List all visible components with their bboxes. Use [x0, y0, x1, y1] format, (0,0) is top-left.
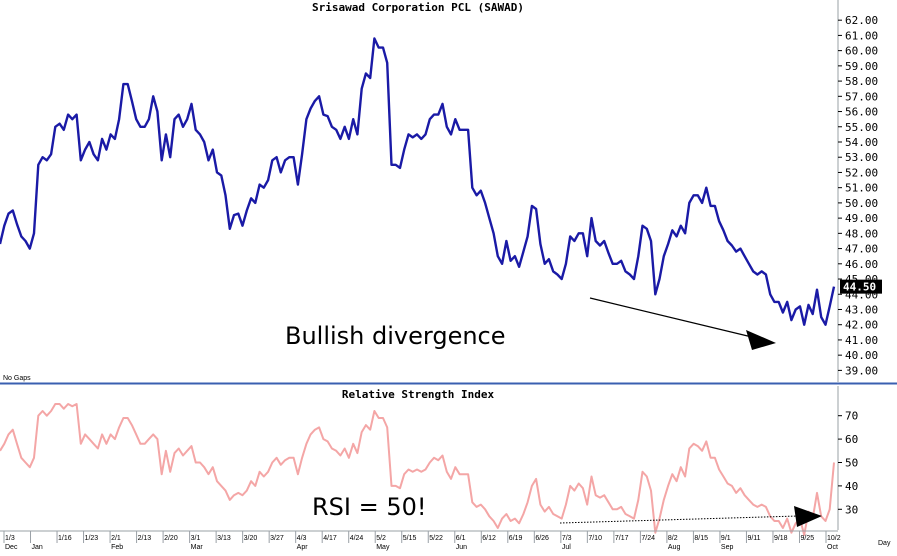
price-y-tick-label: 57.00: [845, 90, 878, 103]
x-tick-day-label: 3/1: [191, 535, 201, 542]
x-tick-day-label: 1/23: [85, 535, 99, 542]
x-ticks: 1/3 Dec Jan 1/16 1/23 2/1 Feb 2/13 2/20 3/1 Mar 3/1…: [4, 531, 841, 551]
price-y-tick-label: 49.00: [845, 212, 878, 225]
price-series-line: [0, 39, 834, 325]
x-tick-day-label: 5/15: [403, 535, 417, 542]
price-y-tick-label: 47.00: [845, 243, 878, 256]
price-y-tick-label: 53.00: [845, 151, 878, 164]
price-y-tick-label: 42.00: [845, 319, 878, 332]
price-chart-title: Srisawad Corporation PCL (SAWAD): [312, 1, 524, 14]
price-y-tick-label: 58.00: [845, 75, 878, 88]
x-tick-day-label: 9/18: [774, 535, 788, 542]
rsi-y-tick-label: 70: [845, 410, 858, 423]
x-tick-day-label: 4/17: [323, 535, 337, 542]
x-tick-month-label: Jun: [456, 544, 467, 551]
x-tick-month-label: Dec: [5, 544, 18, 551]
rsi-annotation: RSI = 50!: [312, 493, 427, 521]
x-tick-day-label: 3/20: [244, 535, 258, 542]
bullish-divergence-annotation: Bullish divergence: [285, 322, 506, 350]
x-tick-day-label: 7/24: [641, 535, 655, 542]
price-y-ticks: 39.0040.0041.0042.0043.0044.0045.0046.00…: [838, 14, 878, 377]
x-tick-day-label: 5/2: [376, 535, 386, 542]
x-tick-month-label: Apr: [297, 544, 309, 551]
price-y-tick-label: 54.00: [845, 136, 878, 149]
rsi-y-tick-label: 50: [845, 456, 858, 469]
price-y-tick-label: 48.00: [845, 227, 878, 240]
x-tick-day-label: 2/20: [164, 535, 178, 542]
x-tick-day-label: 2/13: [138, 535, 152, 542]
x-tick-day-label: 7/17: [615, 535, 629, 542]
rsi-panel: Relative Strength Index 30 40 50 60 70 RSI =…: [0, 386, 858, 535]
price-y-tick-label: 43.00: [845, 303, 878, 316]
price-y-tick-label: 61.00: [845, 29, 878, 42]
price-y-tick-label: 39.00: [845, 364, 878, 377]
x-tick-month-label: Mar: [191, 544, 204, 551]
price-y-tick-label: 40.00: [845, 349, 878, 362]
x-tick-month-label: Jul: [562, 544, 571, 551]
x-tick-day-label: 2/1: [111, 535, 121, 542]
x-tick-day-label: 9/25: [800, 535, 814, 542]
x-tick-day-label: 3/27: [270, 535, 284, 542]
x-tick-month-label: Oct: [827, 544, 838, 551]
x-tick-day-label: 4/24: [350, 535, 364, 542]
x-tick-day-label: 9/1: [721, 535, 731, 542]
x-tick-month-label: Jan: [32, 544, 43, 551]
x-tick-day-label: 7/3: [562, 535, 572, 542]
x-tick-day-label: 9/11: [747, 535, 760, 542]
x-tick-day-label: 4/3: [297, 535, 307, 542]
rsi-chart-title: Relative Strength Index: [342, 388, 495, 401]
x-axis-unit-label: Day: [878, 540, 891, 547]
x-tick-day-label: 10/2: [827, 535, 841, 542]
x-tick-day-label: 6/12: [482, 535, 496, 542]
price-y-tick-label: 50.00: [845, 197, 878, 210]
price-y-tick-label: 62.00: [845, 14, 878, 27]
x-tick-month-label: Aug: [668, 544, 681, 551]
rsi-y-ticks: 30 40 50 60 70: [838, 410, 858, 517]
x-tick-day-label: 1/16: [58, 535, 72, 542]
x-tick-day-label: 8/15: [694, 535, 708, 542]
rsi-y-tick-label: 30: [845, 503, 858, 516]
price-y-tick-label: 51.00: [845, 182, 878, 195]
rsi-dotted-arrow: [560, 506, 822, 527]
last-value-marker: 44.50: [840, 280, 882, 294]
price-panel: Srisawad Corporation PCL (SAWAD) No Gaps…: [0, 0, 882, 382]
x-tick-day-label: 5/22: [429, 535, 443, 542]
x-tick-day-label: 6/19: [509, 535, 523, 542]
price-y-tick-label: 56.00: [845, 106, 878, 119]
price-y-tick-label: 60.00: [845, 45, 878, 58]
x-tick-day-label: 8/2: [668, 535, 678, 542]
x-tick-month-label: Sep: [721, 544, 734, 551]
no-gaps-note: No Gaps: [3, 375, 31, 382]
x-tick-day-label: 6/26: [535, 535, 549, 542]
price-y-tick-label: 59.00: [845, 60, 878, 73]
x-tick-day-label: 7/10: [588, 535, 602, 542]
price-y-tick-label: 55.00: [845, 121, 878, 134]
price-y-tick-label: 41.00: [845, 334, 878, 347]
x-tick-day-label: 3/13: [217, 535, 231, 542]
x-axis: 1/3 Dec Jan 1/16 1/23 2/1 Feb 2/13 2/20 3/1 Mar 3/1…: [0, 531, 891, 551]
price-y-tick-label: 52.00: [845, 166, 878, 179]
price-y-tick-label: 46.00: [845, 258, 878, 271]
x-tick-month-label: May: [376, 544, 390, 551]
bullish-divergence-arrow: [590, 298, 776, 350]
x-tick-month-label: Feb: [111, 544, 123, 551]
last-value-label: 44.50: [843, 281, 876, 294]
x-tick-day-label: 6/1: [456, 535, 466, 542]
rsi-y-tick-label: 60: [845, 433, 858, 446]
rsi-y-tick-label: 40: [845, 480, 858, 493]
x-tick-day-label: 1/3: [5, 535, 15, 542]
